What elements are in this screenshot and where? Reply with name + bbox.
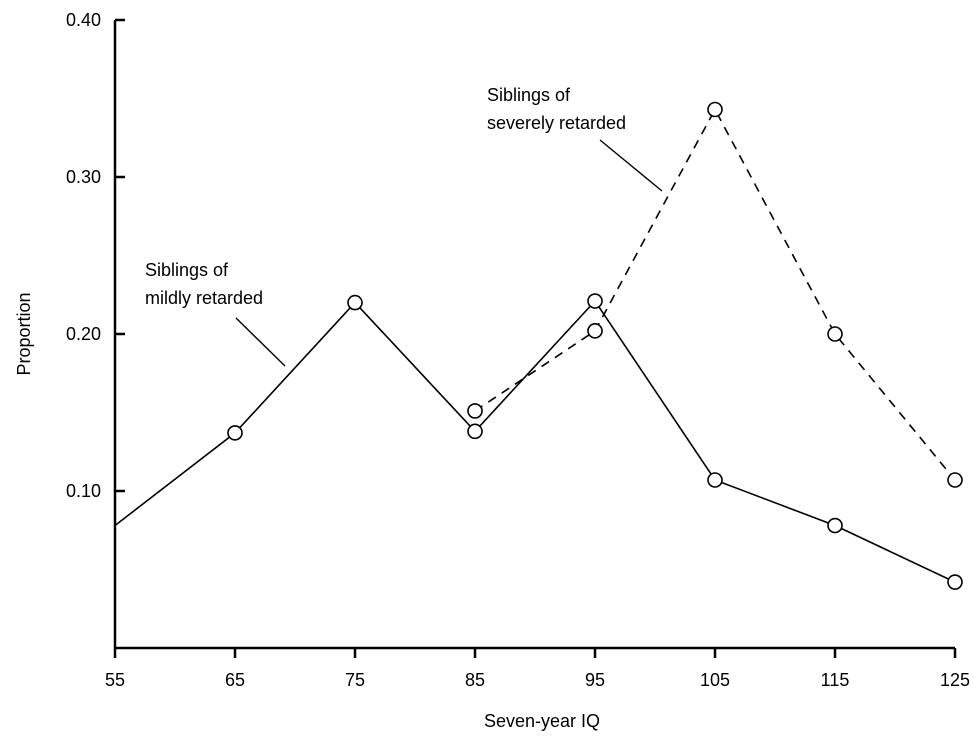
point-mild-105 (707, 472, 723, 488)
x-tick-label-55: 55 (105, 670, 125, 690)
y-tick-label-0.20: 0.20 (66, 324, 101, 344)
annotation-mild-leader (235, 317, 286, 367)
series-layer (114, 101, 963, 590)
x-tick-label-95: 95 (585, 670, 605, 690)
annotation-mild-line-2: mildly retarded (145, 288, 263, 308)
x-tick-label-125: 125 (940, 670, 970, 690)
point-severe-105 (707, 101, 723, 118)
point-mild-85 (467, 423, 483, 440)
annotation-severe-leader (599, 139, 663, 192)
point-mild-115 (827, 517, 843, 534)
point-severe-125 (947, 472, 963, 488)
point-severe-95 (587, 323, 603, 339)
axis-ticks: 55 65 75 85 95 105 115 125 0.10 0.20 0.30 0.40 (66, 10, 970, 690)
point-mild-65 (227, 425, 243, 441)
y-tick-label-0.40: 0.40 (66, 10, 101, 30)
x-tick-label-105: 105 (700, 670, 730, 690)
annotation-severe-line-2: severely retarded (487, 113, 626, 133)
x-tick-label-65: 65 (225, 670, 245, 690)
point-severe-85 (467, 403, 483, 419)
point-mild-125 (947, 574, 963, 590)
y-axis-title: Proportion (14, 292, 34, 375)
annotations: Siblings of mildly retarded Siblings of … (145, 85, 663, 367)
x-tick-label-85: 85 (465, 670, 485, 690)
series-line-mild (114, 299, 956, 583)
x-tick-label-115: 115 (821, 670, 850, 690)
x-axis-title: Seven-year IQ (484, 711, 600, 731)
point-mild-95 (587, 293, 603, 309)
x-tick-label-75: 75 (345, 670, 365, 690)
point-mild-75 (347, 294, 363, 311)
plot-area (114, 101, 963, 590)
annotation-mild-line-1: Siblings of (145, 260, 229, 280)
annotation-severe-line-1: Siblings of (487, 85, 571, 105)
point-severe-115 (827, 326, 843, 342)
series-line-severe (474, 107, 956, 481)
y-tick-label-0.10: 0.10 (66, 481, 101, 501)
y-tick-label-0.30: 0.30 (66, 167, 101, 187)
